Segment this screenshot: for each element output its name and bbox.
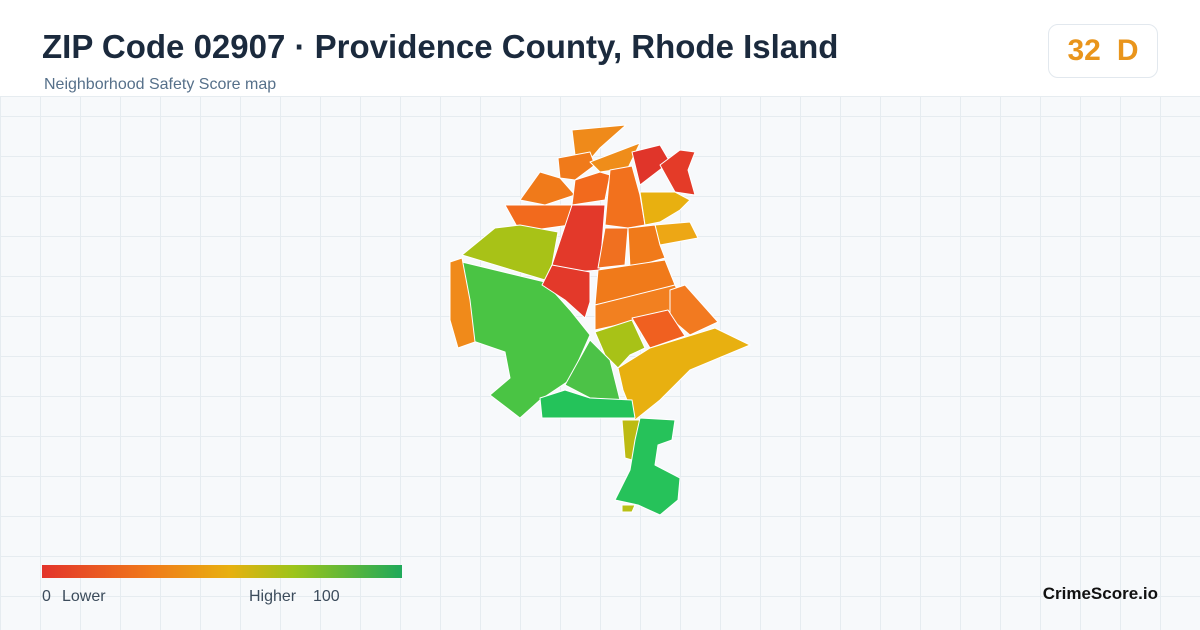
- subtitle: Neighborhood Safety Score map: [44, 76, 277, 93]
- area: [557, 151, 596, 181]
- area: [519, 171, 576, 206]
- legend-max-label: Higher: [249, 588, 297, 605]
- area: [631, 309, 686, 349]
- area: [614, 417, 681, 516]
- neighborhoods: [449, 124, 751, 516]
- area: [564, 339, 621, 401]
- area: [539, 389, 636, 419]
- score-value: 32: [1067, 34, 1101, 67]
- score-badge: 32 D: [1048, 24, 1158, 78]
- brand: CrimeScore.io: [1042, 584, 1158, 603]
- legend-gradient: [42, 565, 402, 578]
- area: [621, 504, 636, 513]
- header: ZIP Code 02907 · Providence County, Rhod…: [0, 0, 1200, 97]
- area: [571, 171, 611, 206]
- area: [551, 204, 606, 273]
- legend-min-label: Lower: [62, 588, 106, 605]
- area: [627, 224, 666, 269]
- legend-max: 100: [313, 588, 340, 605]
- area: [597, 227, 629, 269]
- area: [639, 191, 691, 226]
- score-grade: D: [1116, 34, 1139, 67]
- area: [654, 221, 699, 246]
- title: ZIP Code 02907 · Providence County, Rhod…: [42, 28, 839, 65]
- legend-min: 0: [42, 588, 51, 605]
- area: [541, 264, 591, 319]
- area: [449, 257, 476, 349]
